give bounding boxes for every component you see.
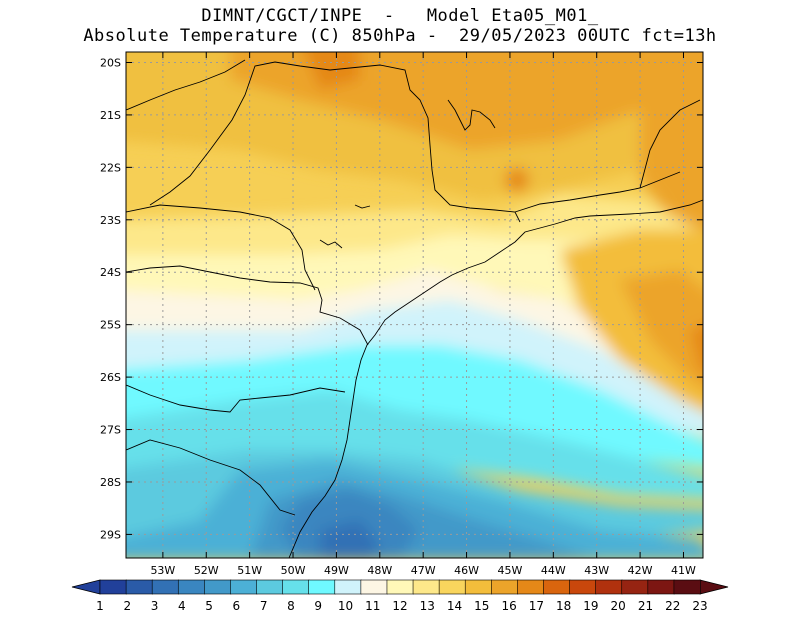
- colorbar-label: 3: [151, 599, 159, 613]
- state-border-sp-mg: [149, 61, 521, 223]
- colorbar-label: 14: [447, 599, 462, 613]
- state-border-mg-es: [639, 99, 701, 189]
- lon-tick-label: 52W: [194, 564, 219, 577]
- colorbar-swatch: [438, 579, 467, 595]
- title-line-2: Absolute Temperature (C) 850hPa - 29/05/…: [83, 26, 717, 46]
- colorbar-arrow-low: [71, 579, 101, 595]
- lon-tick-label: 49W: [324, 564, 349, 577]
- colorbar-swatch: [177, 579, 206, 595]
- lat-tick-label: 23S: [100, 214, 121, 227]
- colorbar-label: 17: [529, 599, 544, 613]
- colorbar: 1 2 3 4 5 6 7 8 9 10 11 12 13 14 15 16 17 18 19 20 21 22 23: [71, 579, 729, 613]
- colorbar-swatch: [647, 579, 675, 595]
- colorbar-label: 23: [692, 599, 707, 613]
- colorbar-label: 13: [420, 599, 435, 613]
- lon-tick-label: 48W: [367, 564, 392, 577]
- colorbar-swatch: [595, 579, 623, 595]
- colorbar-swatch: [464, 579, 493, 595]
- lat-tick-label: 25S: [100, 319, 121, 332]
- lat-tick-label: 27S: [100, 424, 121, 437]
- lat-tick-label: 22S: [100, 161, 121, 174]
- coastline-borders: [126, 59, 703, 558]
- colorbar-swatch: [569, 579, 597, 595]
- lon-axis: 53W 52W 51W 50W 49W 48W 47W 46W 45W 44W 43W 42W 41W: [150, 52, 696, 577]
- lat-tick-label: 20S: [100, 56, 121, 69]
- colorbar-swatch: [517, 579, 545, 595]
- lat-tick-label: 24S: [100, 266, 121, 279]
- colorbar-label: 9: [314, 599, 322, 613]
- state-border-west: [126, 59, 246, 111]
- colorbar-label: 4: [178, 599, 186, 613]
- colorbar-swatch: [412, 579, 440, 595]
- lon-tick-label: 45W: [498, 564, 523, 577]
- colorbar-label: 2: [123, 599, 131, 613]
- colorbar-swatch: [543, 579, 571, 595]
- title-line-1: DIMNT/CGCT/INPE - Model Eta05_M01_: [201, 6, 599, 26]
- state-border-sc: [126, 384, 346, 413]
- colorbar-swatch: [230, 579, 258, 595]
- state-border-rs: [126, 439, 296, 516]
- colorbar-swatch: [151, 579, 180, 595]
- colorbar-label: 11: [365, 599, 380, 613]
- colorbar-label: 16: [501, 599, 516, 613]
- colorbar-swatch: [491, 579, 519, 595]
- colorbar-label: 5: [205, 599, 213, 613]
- plot-frame: [125, 51, 704, 559]
- lon-tick-label: 47W: [411, 564, 436, 577]
- colorbar-label: 19: [583, 599, 598, 613]
- lat-tick-label: 29S: [100, 528, 121, 541]
- colorbar-label: 21: [638, 599, 653, 613]
- colorbar-swatch: [125, 579, 153, 595]
- lon-tick-label: 51W: [237, 564, 262, 577]
- lon-tick-label: 46W: [454, 564, 479, 577]
- colorbar-swatch: [360, 579, 388, 595]
- lon-tick-label: 41W: [671, 564, 696, 577]
- state-border-parana: [126, 265, 369, 346]
- lat-axis: 20S 21S 22S 23S 24S 25S 26S 27S 28S 29S: [100, 56, 703, 541]
- colorbar-label: 10: [338, 599, 353, 613]
- lon-tick-label: 50W: [281, 564, 306, 577]
- lon-tick-label: 42W: [628, 564, 653, 577]
- colorbar-label: 18: [556, 599, 571, 613]
- lon-tick-label: 43W: [584, 564, 609, 577]
- colorbar-label: 1: [96, 599, 104, 613]
- colorbar-label: 20: [611, 599, 626, 613]
- lon-tick-label: 53W: [150, 564, 175, 577]
- colorbar-swatch: [99, 579, 127, 595]
- colorbar-swatch: [673, 579, 701, 595]
- colorbar-swatch: [308, 579, 336, 595]
- lon-tick-label: 44W: [541, 564, 566, 577]
- lat-tick-label: 26S: [100, 371, 121, 384]
- colorbar-label: 12: [392, 599, 407, 613]
- colorbar-label: 8: [287, 599, 295, 613]
- colorbar-label: 6: [233, 599, 241, 613]
- coastline: [288, 199, 703, 558]
- reservoir: [447, 99, 496, 131]
- reservoir-2: [319, 239, 343, 249]
- colorbar-swatch: [204, 579, 232, 595]
- colorbar-swatch: [256, 579, 284, 595]
- colorbar-swatch: [282, 579, 310, 595]
- lat-tick-label: 21S: [100, 109, 121, 122]
- colorbar-swatch: [386, 579, 414, 595]
- lat-tick-label: 28S: [100, 476, 121, 489]
- lat-lon-grid: [126, 52, 703, 558]
- colorbar-label: 15: [474, 599, 489, 613]
- reservoir-3: [354, 204, 371, 209]
- state-border-mg-rj: [514, 171, 681, 213]
- colorbar-swatch: [621, 579, 649, 595]
- colorbar-label: 7: [260, 599, 268, 613]
- state-border-sp-north: [126, 204, 316, 291]
- colorbar-arrow-high: [699, 579, 729, 595]
- colorbar-swatch: [334, 579, 362, 595]
- colorbar-label: 22: [665, 599, 680, 613]
- temperature-field: [126, 52, 703, 558]
